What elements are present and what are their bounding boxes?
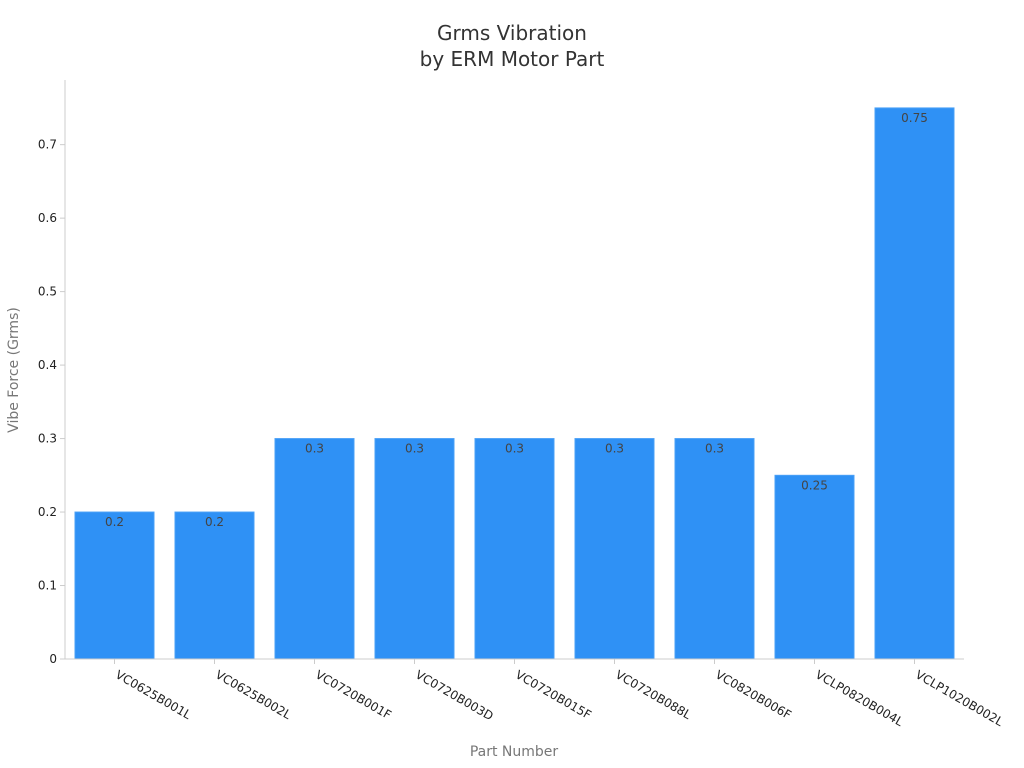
bar-value-label: 0.3: [605, 442, 624, 456]
x-tick-label: VC0720B015F: [513, 667, 594, 722]
x-tick-label: VC0625B001L: [113, 667, 194, 722]
y-tick-label: 0.5: [38, 285, 57, 299]
y-tick-label: 0.1: [38, 579, 57, 593]
x-tick-label: VC0625B002L: [213, 667, 294, 722]
x-tick-label: VC0820B006F: [713, 667, 794, 722]
bar-value-label: 0.25: [801, 478, 828, 492]
bar: [274, 438, 355, 660]
y-tick-label: 0.6: [38, 211, 57, 225]
x-tick-label: VCLP1020B002L: [913, 667, 1006, 729]
x-tick-label: VC0720B003D: [413, 667, 496, 723]
x-axis: VC0625B001L VC0625B002L VC0720B001F VC0720B…: [113, 659, 1006, 729]
bar: [674, 438, 755, 660]
chart-title: Grms Vibration by ERM Motor Part: [0, 20, 1024, 72]
x-axis-title: Part Number: [470, 744, 559, 760]
y-axis: 0 0.1 0.2 0.3 0.4 0.5 0.6 0.7: [38, 138, 65, 666]
bar-value-label: 0.3: [405, 442, 424, 456]
y-axis-title: Vibe Force (Grms): [6, 307, 22, 433]
bar: [774, 474, 855, 660]
y-tick-label: 0.4: [38, 358, 57, 372]
x-tick-label: VC0720B088L: [613, 667, 694, 722]
y-tick-label: 0: [49, 652, 57, 666]
bar: [74, 511, 155, 660]
bar-value-label: 0.2: [205, 515, 224, 529]
y-tick-label: 0.7: [38, 138, 57, 152]
bar: [474, 438, 555, 660]
bar-value-label: 0.3: [705, 442, 724, 456]
bar: [374, 438, 455, 660]
chart-title-line-2: by ERM Motor Part: [419, 47, 605, 71]
x-tick-label: VCLP0820B004L: [813, 667, 906, 729]
data-labels-layer: 0.2 0.2 0.3 0.3 0.3 0.3 0.3 0.25 0.75: [105, 111, 928, 529]
bar: [874, 107, 955, 660]
bar-value-label: 0.2: [105, 515, 124, 529]
chart-title-line-1: Grms Vibration: [437, 21, 587, 45]
y-tick-label: 0.3: [38, 432, 57, 446]
bar-value-label: 0.3: [505, 442, 524, 456]
bars-layer: [74, 107, 955, 660]
x-tick-label: VC0720B001F: [313, 667, 394, 722]
bar-value-label: 0.75: [901, 111, 928, 125]
bar: [174, 511, 255, 660]
bar: [574, 438, 655, 660]
y-tick-label: 0.2: [38, 505, 57, 519]
bar-value-label: 0.3: [305, 442, 324, 456]
